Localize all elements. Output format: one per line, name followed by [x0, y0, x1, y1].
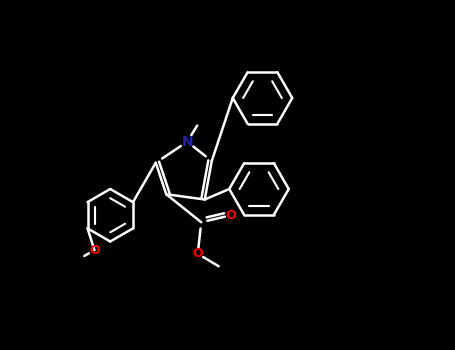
Text: N: N	[182, 135, 193, 149]
Text: O: O	[89, 244, 100, 257]
Text: O: O	[192, 247, 203, 260]
Text: O: O	[226, 209, 236, 222]
